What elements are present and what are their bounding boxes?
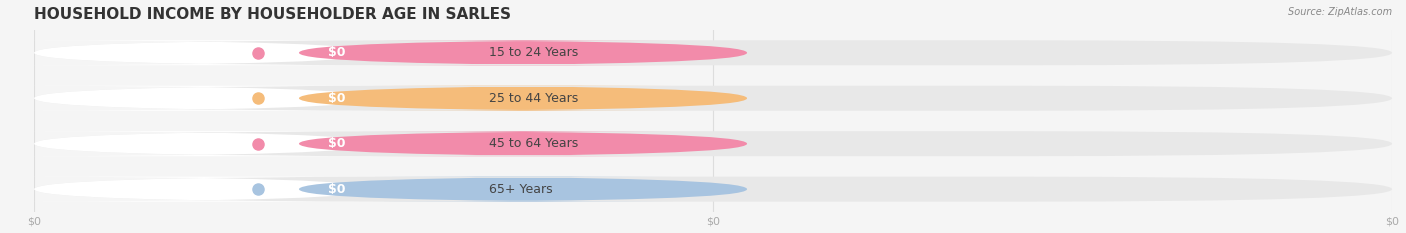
FancyBboxPatch shape — [0, 177, 408, 202]
FancyBboxPatch shape — [34, 40, 1392, 65]
Text: 25 to 44 Years: 25 to 44 Years — [489, 92, 578, 105]
Text: HOUSEHOLD INCOME BY HOUSEHOLDER AGE IN SARLES: HOUSEHOLD INCOME BY HOUSEHOLDER AGE IN S… — [34, 7, 512, 22]
FancyBboxPatch shape — [34, 86, 1392, 111]
Text: Source: ZipAtlas.com: Source: ZipAtlas.com — [1288, 7, 1392, 17]
Text: $0: $0 — [328, 46, 344, 59]
FancyBboxPatch shape — [34, 131, 1392, 156]
Text: $0: $0 — [328, 137, 344, 150]
Text: 65+ Years: 65+ Years — [489, 183, 553, 196]
FancyBboxPatch shape — [299, 131, 747, 156]
Text: $0: $0 — [328, 183, 344, 196]
FancyBboxPatch shape — [0, 131, 408, 156]
FancyBboxPatch shape — [34, 177, 1392, 202]
FancyBboxPatch shape — [0, 86, 408, 111]
FancyBboxPatch shape — [0, 40, 408, 65]
FancyBboxPatch shape — [299, 40, 747, 65]
FancyBboxPatch shape — [299, 86, 747, 111]
FancyBboxPatch shape — [299, 177, 747, 202]
Text: 15 to 24 Years: 15 to 24 Years — [489, 46, 578, 59]
Text: $0: $0 — [328, 92, 344, 105]
Text: 45 to 64 Years: 45 to 64 Years — [489, 137, 578, 150]
